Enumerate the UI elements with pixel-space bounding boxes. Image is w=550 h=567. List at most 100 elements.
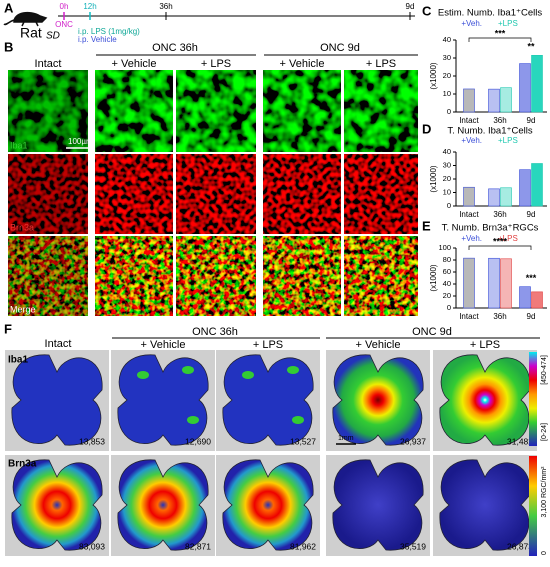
cell-count: 26,873	[507, 541, 533, 551]
colorbar	[529, 352, 537, 446]
annotation: ***	[526, 273, 537, 283]
scale-label: 100µm	[68, 137, 93, 146]
chart-title: T. Numb. Brn3a⁺RGCs	[442, 223, 539, 234]
cell-count: 82,871	[185, 541, 211, 551]
micrograph-signal	[95, 154, 173, 234]
panel-label: D	[422, 121, 431, 136]
column-header: + LPS	[201, 58, 231, 70]
column-header: + LPS	[366, 58, 396, 70]
cell-count: 83,093	[79, 541, 105, 551]
bar	[463, 88, 475, 113]
legend-entry: +LPS	[498, 234, 518, 243]
annotation: ***	[495, 28, 506, 38]
y-tick-label: 0	[447, 303, 451, 312]
annotation: ****	[493, 236, 508, 246]
legend-entry: +Veh.	[461, 234, 482, 243]
vehicle-label: i.p. Vehicle	[78, 35, 117, 44]
bar	[531, 291, 543, 309]
y-tick-label: 10	[443, 187, 451, 196]
row-label: Merge	[10, 304, 36, 314]
row-label: Brn3a	[10, 222, 34, 232]
x-tick-label: 36h	[493, 116, 506, 125]
micrograph-signal	[176, 70, 256, 152]
bar	[488, 257, 500, 309]
panel-label: F	[4, 321, 12, 336]
cell-count: 12,690	[185, 436, 211, 446]
y-axis-label: (x1000)	[429, 264, 438, 291]
x-tick-label: 36h	[493, 210, 506, 219]
micrographs	[8, 70, 418, 316]
x-tick-label: Intact	[459, 210, 479, 219]
column-header: + Vehicle	[280, 58, 325, 70]
bar	[500, 87, 512, 113]
group-header: ONC 36h	[152, 42, 198, 54]
column-header: Intact	[45, 338, 72, 350]
micrograph-signal	[176, 154, 256, 234]
bar	[531, 54, 543, 113]
chart-title: T. Numb. Iba1⁺Cells	[447, 126, 533, 137]
y-tick-label: 30	[443, 160, 451, 169]
chart-title: Estim. Numb. Iba1⁺Cells	[438, 8, 543, 19]
x-tick-label: 36h	[493, 312, 506, 321]
map-patch	[287, 366, 299, 374]
legend-entry: +Veh.	[461, 19, 482, 28]
column-header: + Vehicle	[141, 339, 186, 351]
group-header: ONC 9d	[320, 42, 360, 54]
row-label: Iba1	[8, 355, 28, 366]
map-patch	[187, 416, 199, 424]
bar	[519, 63, 531, 113]
x-tick-label: Intact	[459, 312, 479, 321]
cell-count: 31,482	[507, 436, 533, 446]
micrograph-signal	[263, 70, 341, 152]
y-axis-label: (x1000)	[429, 165, 438, 192]
row-label: Brn3a	[8, 459, 37, 470]
x-tick-label: 9d	[527, 210, 536, 219]
y-tick-label: 20	[443, 174, 451, 183]
group-header: ONC 36h	[192, 326, 238, 338]
cell-count: 13,853	[79, 436, 105, 446]
micrograph-signal	[95, 70, 173, 152]
cell-count: 13,527	[290, 436, 316, 446]
y-tick-label: 20	[443, 291, 451, 300]
map-patch	[137, 371, 149, 379]
column-header: + LPS	[470, 339, 500, 351]
bar	[463, 186, 475, 207]
y-tick-label: 40	[443, 279, 451, 288]
colorbar	[529, 456, 537, 556]
rat-icon	[3, 11, 48, 27]
time-label: 9d	[406, 2, 415, 11]
micrograph-signal	[95, 236, 173, 316]
time-label: 0h	[60, 2, 69, 11]
colorbar-label: [0-24]	[541, 423, 548, 441]
time-label: 36h	[159, 2, 172, 11]
column-header: Intact	[35, 58, 62, 70]
y-tick-label: 80	[443, 255, 451, 264]
retina-maps: 13,853 12,690 13,527 26,937 31,482 83,093 82,8…	[5, 350, 537, 556]
map-patch	[292, 416, 304, 424]
panel-label: B	[4, 39, 13, 54]
y-axis-label: (x1000)	[429, 62, 438, 89]
micrograph-signal	[344, 236, 418, 316]
cell-count: 26,937	[400, 436, 426, 446]
cell-count: 81,962	[290, 541, 316, 551]
significance-bracket	[468, 245, 532, 250]
map-patch	[242, 371, 254, 379]
x-tick-label: 9d	[527, 116, 536, 125]
bar	[531, 163, 543, 207]
legend-entry: +Veh.	[461, 136, 482, 145]
column-header: + Vehicle	[356, 339, 401, 351]
y-tick-label: 0	[447, 107, 451, 116]
lps-label: i.p. LPS (1mg/kg)	[78, 27, 140, 36]
micrograph-signal	[344, 70, 418, 152]
micrograph-signal	[176, 236, 256, 316]
y-tick-label: 0	[447, 201, 451, 210]
panel-label: E	[422, 218, 431, 233]
colorbar-label: 0	[541, 551, 548, 555]
bar	[519, 169, 531, 207]
cell-count: 35,519	[400, 541, 426, 551]
micrograph-signal	[344, 154, 418, 234]
significance-bracket	[468, 37, 532, 42]
scale-label: 1mm	[338, 435, 354, 442]
y-tick-label: 60	[443, 267, 451, 276]
